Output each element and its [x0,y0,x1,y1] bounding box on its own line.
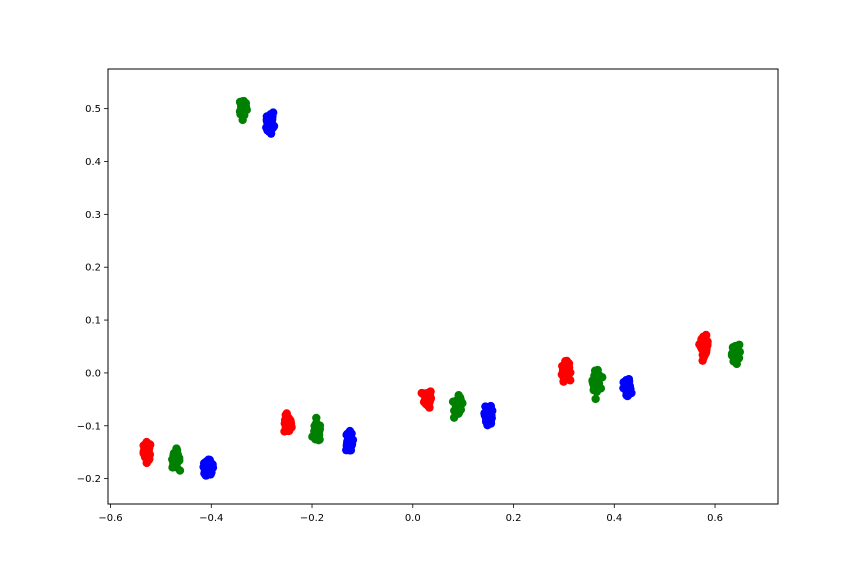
cluster-red-2 [280,409,296,436]
data-point [285,421,295,431]
data-point [486,401,496,411]
series-red [139,330,712,468]
x-tick-label: −0.4 [199,513,223,524]
y-tick-label: −0.2 [77,474,101,485]
y-tick-label: 0.5 [85,104,101,115]
data-point [425,403,434,412]
points-layer [139,96,745,480]
cluster-red-3 [417,387,436,412]
data-point [591,394,600,404]
x-tick-label: 0.0 [405,513,421,524]
data-point [343,437,353,446]
data-point [625,389,634,399]
data-point [598,373,607,382]
data-point [453,408,463,418]
data-point [734,353,744,363]
plot-frame [107,68,779,505]
x-tick-label: 0.4 [606,513,622,524]
cluster-green-3 [448,391,467,422]
y-tick-label: 0.0 [85,368,101,379]
series-blue [199,108,636,480]
data-point [310,426,319,436]
y-tick-label: 0.2 [85,263,101,274]
data-point [266,122,276,131]
cluster-green-5 [727,340,745,369]
data-point [315,435,324,444]
cluster-red-4 [557,356,575,386]
data-point [730,346,739,355]
data-point [559,369,568,378]
x-tick-label: −0.6 [98,513,122,524]
data-point [237,106,247,115]
data-point [700,338,709,348]
x-axis: −0.6 −0.4 −0.2 0.0 0.2 0.4 0.6 [98,504,723,524]
data-point [168,455,177,464]
cluster-red-5 [695,330,712,365]
y-axis: −0.2 −0.1 0.0 0.1 0.2 0.3 0.4 0.5 [77,104,108,485]
x-tick-label: 0.2 [506,513,522,524]
cluster-blue-5 [262,108,279,138]
cluster-green-1 [168,444,185,475]
data-point [424,394,433,403]
data-point [591,375,600,384]
data-point [480,409,489,418]
data-point [238,115,247,125]
cluster-blue-3 [480,401,497,430]
series-green [168,96,745,475]
x-tick-label: 0.6 [707,513,723,524]
cluster-blue-4 [619,374,636,401]
cluster-red-1 [139,437,155,468]
data-point [143,453,152,463]
y-tick-label: 0.3 [85,210,101,221]
cluster-blue-2 [342,426,358,455]
cluster-green-4 [588,365,607,404]
data-point [564,359,574,368]
data-point [483,421,492,430]
cluster-blue-1 [199,455,218,480]
data-point [701,347,711,357]
data-point [311,420,320,429]
data-point [342,430,351,440]
y-tick-label: 0.1 [85,316,101,327]
data-point [141,442,151,452]
data-point [417,388,426,398]
data-point [264,115,273,125]
cluster-green-2 [308,413,325,445]
y-tick-label: −0.1 [77,421,101,432]
data-point [590,366,600,375]
data-point [204,459,213,468]
cluster-green-6 [235,96,251,125]
y-tick-label: 0.4 [85,157,101,168]
data-point [175,466,185,475]
x-tick-label: −0.2 [300,513,324,524]
